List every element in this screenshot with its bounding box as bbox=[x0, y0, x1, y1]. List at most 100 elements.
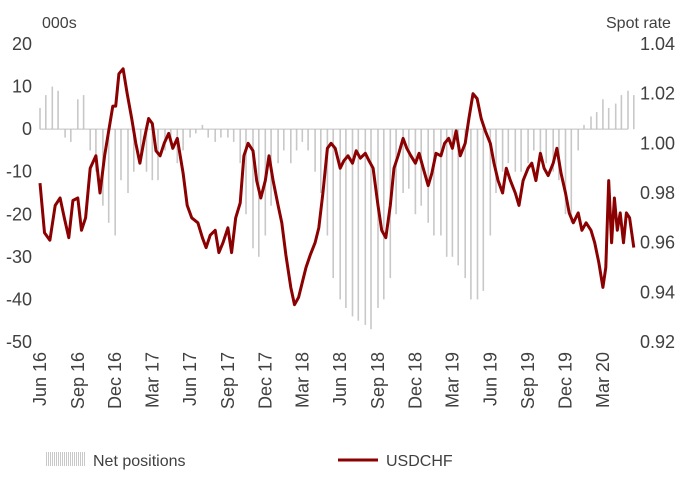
net-position-bar bbox=[326, 129, 329, 236]
x-tick-label: Dec 16 bbox=[105, 352, 125, 409]
net-position-bar bbox=[476, 129, 479, 300]
net-position-bar bbox=[290, 129, 292, 164]
net-position-bar bbox=[151, 129, 154, 181]
right-tick-label: 0.96 bbox=[640, 233, 675, 253]
net-position-bar bbox=[564, 129, 567, 215]
x-tick-label: Jun 18 bbox=[330, 352, 350, 406]
net-position-bar bbox=[89, 129, 91, 151]
net-position-bar bbox=[395, 129, 397, 215]
left-tick-label: 0 bbox=[22, 119, 32, 139]
x-tick-label: Mar 20 bbox=[593, 352, 613, 408]
right-tick-label: 1.00 bbox=[640, 133, 675, 153]
legend-bar-stripe bbox=[66, 452, 67, 466]
right-tick-label: 0.98 bbox=[640, 183, 675, 203]
net-position-bar bbox=[620, 95, 623, 130]
right-tick-label: 0.92 bbox=[640, 332, 675, 352]
x-tick-label: Mar 17 bbox=[142, 352, 162, 408]
net-position-bar bbox=[552, 129, 554, 172]
x-tick-label: Sep 17 bbox=[218, 352, 238, 409]
net-position-bar bbox=[402, 129, 404, 193]
legend-bar-stripe bbox=[84, 452, 85, 466]
legend-bar-stripe bbox=[54, 452, 55, 466]
net-position-bar bbox=[70, 129, 72, 142]
x-tick-label: Sep 19 bbox=[518, 352, 538, 409]
left-axis-unit-label: 000s bbox=[42, 15, 77, 32]
net-position-bar bbox=[301, 129, 304, 142]
left-axis: 20 10 0 -10 -20 -30 -40 -50 bbox=[6, 34, 32, 352]
net-position-bar bbox=[633, 95, 635, 130]
net-position-bar bbox=[95, 129, 97, 172]
net-position-bar bbox=[420, 129, 422, 206]
legend-bar-stripe bbox=[60, 452, 61, 466]
x-tick-label: Jun 19 bbox=[480, 352, 500, 406]
legend-bar-stripe bbox=[76, 452, 77, 466]
net-position-bar bbox=[345, 129, 347, 308]
net-position-bar bbox=[533, 129, 535, 151]
x-tick-label: Jun 16 bbox=[30, 352, 50, 406]
net-position-bar bbox=[583, 124, 585, 130]
net-position-bar bbox=[283, 129, 285, 151]
net-position-bar bbox=[64, 129, 66, 138]
right-axis-unit-label: Spot rate bbox=[606, 15, 671, 32]
usdchf-line bbox=[38, 67, 636, 307]
net-position-bar bbox=[207, 129, 209, 138]
left-tick-label: -10 bbox=[6, 162, 32, 182]
net-position-bar bbox=[595, 112, 598, 130]
net-position-bar bbox=[189, 129, 191, 138]
net-position-bar bbox=[232, 129, 235, 142]
net-position-bar bbox=[482, 129, 485, 291]
net-position-bar bbox=[339, 129, 341, 300]
net-position-bar bbox=[520, 129, 522, 172]
x-tick-label: Dec 19 bbox=[556, 352, 576, 409]
left-tick-label: -20 bbox=[6, 204, 32, 224]
left-tick-label: -30 bbox=[6, 247, 32, 267]
net-position-bar bbox=[114, 129, 116, 236]
legend-net-positions-swatch bbox=[46, 452, 85, 466]
legend-bar-stripe bbox=[80, 452, 81, 466]
legend-bar-stripe bbox=[52, 452, 53, 466]
net-position-bar bbox=[427, 129, 429, 223]
legend-bar-stripe bbox=[78, 452, 79, 466]
net-position-bar bbox=[145, 129, 148, 172]
net-position-bar bbox=[57, 90, 59, 130]
net-position-bar bbox=[201, 124, 204, 130]
net-position-bar bbox=[314, 129, 316, 172]
net-position-bar bbox=[295, 129, 298, 151]
net-position-bar bbox=[602, 99, 604, 130]
net-position-bar bbox=[570, 129, 573, 223]
net-position-bar bbox=[332, 129, 334, 279]
right-tick-label: 1.04 bbox=[640, 34, 675, 54]
left-tick-label: 20 bbox=[12, 34, 32, 54]
net-position-bar bbox=[627, 90, 629, 130]
net-position-bar bbox=[227, 129, 229, 138]
legend-bar-stripe bbox=[62, 452, 63, 466]
net-position-bar bbox=[127, 129, 129, 193]
net-position-bar bbox=[383, 129, 385, 300]
net-position-bar bbox=[433, 129, 435, 236]
legend: Net positions USDCHF bbox=[46, 452, 453, 470]
net-position-bar bbox=[39, 107, 41, 130]
left-tick-label: 10 bbox=[12, 77, 32, 97]
legend-bar-stripe bbox=[68, 452, 69, 466]
net-position-bar bbox=[214, 129, 216, 142]
net-position-bar bbox=[307, 129, 309, 151]
net-position-bar bbox=[370, 129, 372, 330]
left-tick-label: -40 bbox=[6, 289, 32, 309]
net-position-bar bbox=[451, 129, 454, 257]
legend-bar-stripe bbox=[82, 452, 83, 466]
right-axis: 1.04 1.02 1.00 0.98 0.96 0.94 0.92 bbox=[640, 34, 675, 352]
x-tick-label: Mar 18 bbox=[292, 352, 312, 408]
net-position-bar bbox=[495, 129, 497, 193]
net-position-bar bbox=[195, 129, 197, 134]
net-position-bar bbox=[107, 129, 110, 223]
net-position-bar bbox=[364, 129, 367, 325]
net-position-bar bbox=[470, 129, 472, 300]
net-position-bar bbox=[133, 129, 135, 172]
legend-net-positions-label: Net positions bbox=[93, 453, 186, 470]
legend-usdchf-label: USDCHF bbox=[386, 453, 453, 470]
net-position-bar bbox=[590, 116, 592, 130]
net-positions-bars bbox=[39, 86, 635, 330]
net-position-bar bbox=[120, 129, 122, 181]
net-position-bar bbox=[51, 86, 54, 130]
